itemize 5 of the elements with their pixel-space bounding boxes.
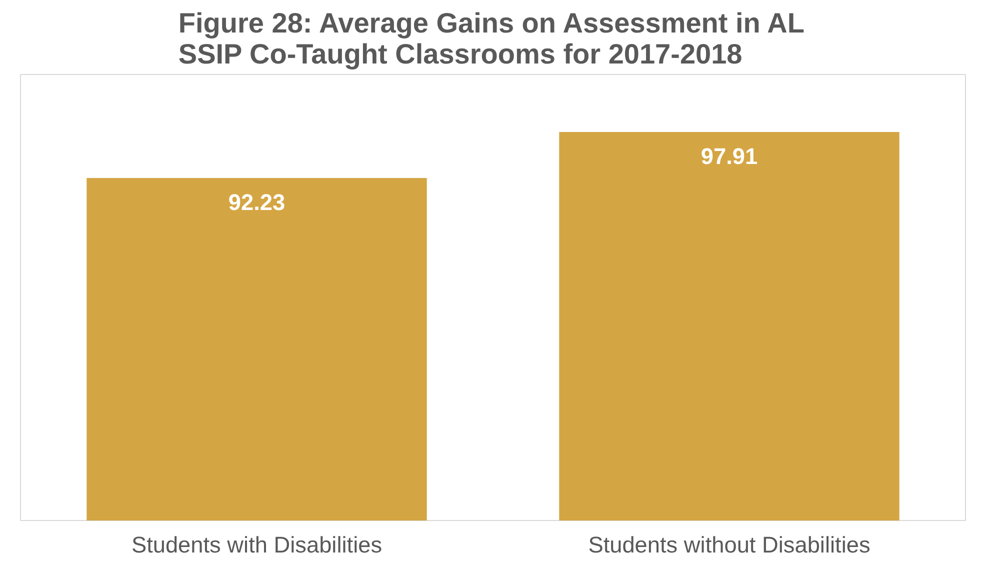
x-tick-label: Students without Disabilities <box>588 532 870 558</box>
chart-title: Figure 28: Average Gains on Assessment in AL SSIP Co-Taught Classrooms for 2017-2018 <box>178 8 804 70</box>
data-label: 97.91 <box>700 142 758 169</box>
data-label: 92.23 <box>228 189 286 216</box>
x-tick-label: Students with Disabilities <box>131 532 382 558</box>
